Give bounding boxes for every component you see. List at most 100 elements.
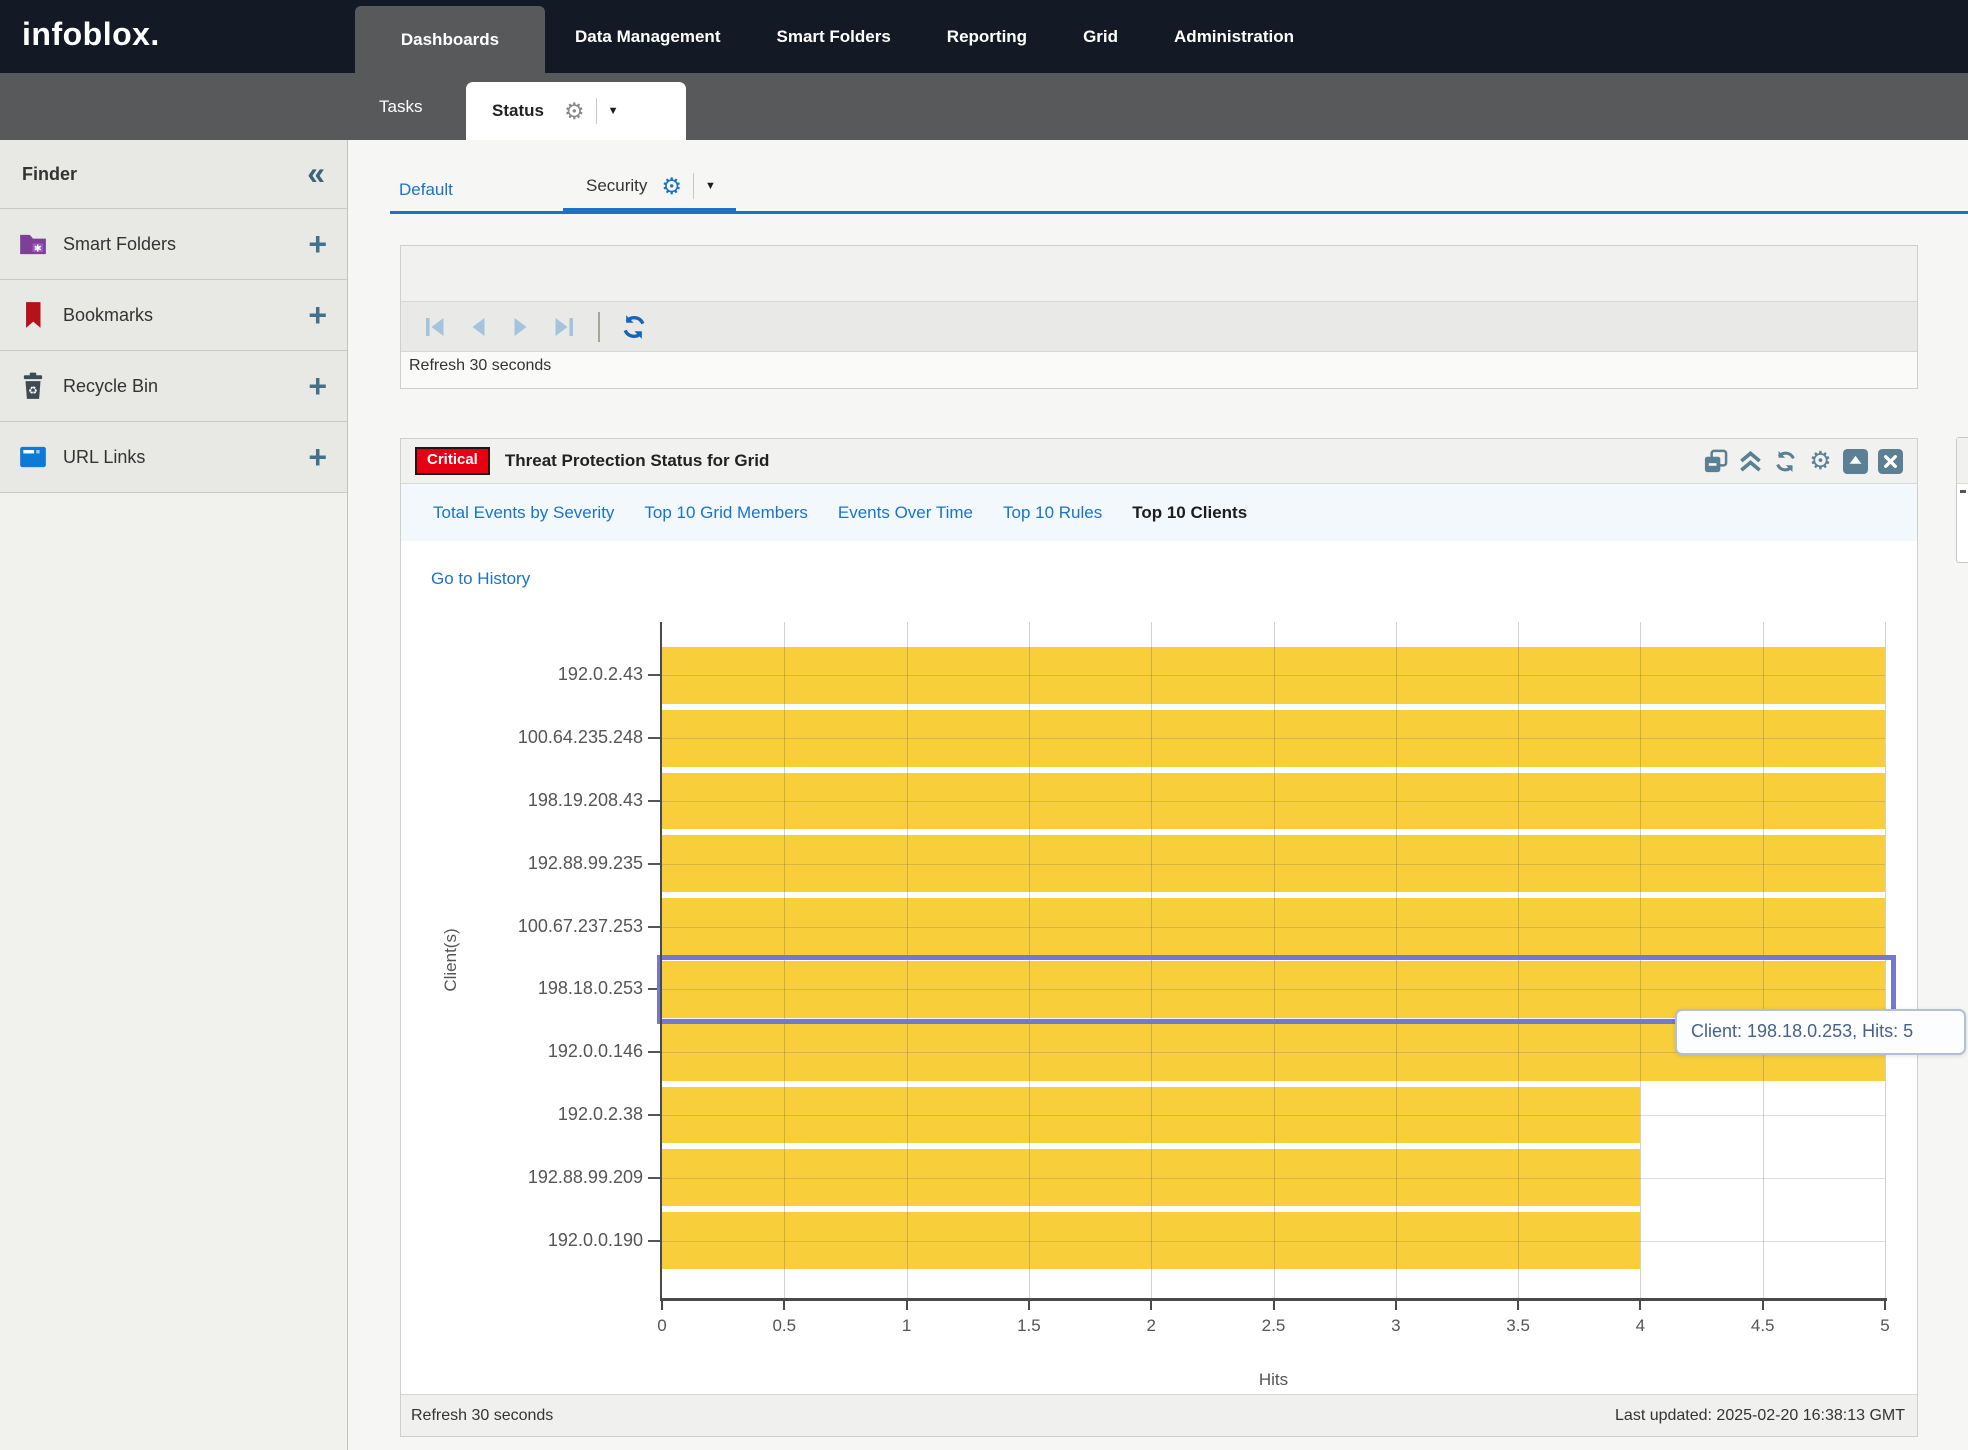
nav-item-smart-folders[interactable]: Smart Folders (776, 26, 891, 46)
widget-tab-top-10-clients[interactable]: Top 10 Clients (1132, 502, 1248, 522)
nav-item-dashboards[interactable]: Dashboards (355, 6, 545, 73)
smart-folders-icon: ✱ (18, 229, 48, 259)
category-label: 192.88.99.209 (527, 1166, 643, 1187)
refresh-widget-icon[interactable] (1773, 449, 1798, 474)
x-tick-label: 5 (1880, 1316, 1890, 1335)
threat-protection-widget: Critical Threat Protection Status for Gr… (400, 438, 1918, 1437)
next-page-icon[interactable] (507, 313, 535, 341)
chevron-down-icon[interactable]: ▼ (607, 105, 619, 117)
last-page-icon[interactable] (550, 313, 578, 341)
collapse-widget-icon[interactable] (1738, 449, 1763, 474)
tab-default[interactable]: Default (399, 180, 453, 199)
x-axis-tick (1150, 1301, 1153, 1310)
x-axis-tick (1761, 1301, 1764, 1310)
x-tick-label: 1.5 (1017, 1316, 1041, 1335)
toolbar-separator (598, 311, 600, 342)
sub-nav-bar: Tasks Status ⚙ ▼ (0, 73, 1968, 140)
tab-tasks[interactable]: Tasks (379, 73, 422, 140)
maximize-icon[interactable] (1843, 448, 1868, 474)
refresh-icon[interactable] (620, 313, 648, 341)
nav-item-grid[interactable]: Grid (1083, 26, 1119, 46)
widget-tab-events-over-time[interactable]: Events Over Time (837, 502, 973, 522)
x-gridline (1640, 622, 1642, 1298)
pagination-toolbar (401, 301, 1917, 352)
y-axis-tick (648, 925, 660, 928)
security-gear-icon[interactable]: ⚙ (661, 172, 683, 199)
collapse-panel-icon[interactable]: « (307, 155, 325, 192)
top-widget-partial: Refresh 30 seconds (400, 245, 1918, 389)
bar-192-0-2-38[interactable] (662, 1086, 1641, 1144)
bar-192-0-0-190[interactable] (662, 1212, 1641, 1269)
category-label: 192.0.0.190 (547, 1229, 643, 1250)
top-10-clients-bar-chart: 0 0.5 1 1.5 2 2.5 3 3.5 4 4.5 5 192.0.2.43 100.64.23… (401, 541, 1917, 1394)
bookmarks-icon (18, 300, 48, 330)
sidebar-item-bookmarks[interactable]: Bookmarks + (0, 280, 347, 351)
previous-page-icon[interactable] (464, 313, 492, 341)
first-page-icon[interactable] (421, 313, 449, 341)
finder-panel: Finder « ✱ Smart Folders + Bookmarks + ♻ Recyc… (0, 140, 348, 1450)
bar-192-0-2-43[interactable] (662, 647, 1885, 704)
widget-header-icons: ⚙ (1703, 446, 1903, 475)
svg-text:✱: ✱ (34, 243, 42, 254)
y-gridline (662, 863, 1885, 865)
bar-192-88-99-235[interactable] (662, 835, 1885, 893)
finder-header: Finder « (0, 140, 347, 209)
separator (693, 173, 695, 199)
tab-security[interactable]: Security ⚙ ▼ (586, 173, 716, 199)
widget-tab-total-events-by-severity[interactable]: Total Events by Severity (433, 502, 615, 522)
top-nav-bar: infoblox. Dashboards Data Management Smar… (0, 0, 1968, 73)
add-url-links-button[interactable]: + (308, 439, 327, 475)
add-smart-folders-button[interactable]: + (308, 226, 327, 262)
go-to-history-link[interactable]: Go to History (431, 569, 531, 588)
bar-198-19-208-43[interactable] (662, 772, 1885, 830)
sidebar-item-recycle-bin[interactable]: ♻ Recycle Bin + (0, 351, 347, 422)
url-links-icon (18, 442, 48, 472)
finder-title: Finder (22, 163, 78, 184)
category-label: 192.0.2.38 (557, 1104, 643, 1124)
y-axis-tick (648, 1051, 660, 1054)
y-axis-tick (648, 800, 660, 802)
tabs-underline (390, 211, 1968, 214)
widget-footer: Refresh 30 seconds Last updated: 2025-02… (401, 1394, 1917, 1436)
y-gridline (662, 1052, 1885, 1054)
adjacent-widget-edge (1956, 437, 1968, 563)
tab-tasks-label: Tasks (379, 96, 423, 116)
tab-status[interactable]: Status ⚙ ▼ (466, 82, 686, 140)
settings-gear-icon[interactable]: ⚙ (1809, 446, 1832, 475)
widget-body: Go to History 0 0.5 1 1.5 2 2.5 3 3.5 4 4.5 5 192.0… (401, 541, 1917, 1394)
y-gridline (662, 675, 1885, 677)
category-label: 100.67.237.253 (517, 915, 643, 936)
x-gridline (1273, 622, 1275, 1298)
y-axis-tick (648, 1114, 660, 1116)
add-recycle-bin-button[interactable]: + (308, 368, 327, 404)
highlighted-bar-outline (657, 955, 1896, 1024)
y-axis-tick (648, 674, 660, 677)
category-label: 192.0.2.43 (557, 664, 643, 685)
nav-item-reporting[interactable]: Reporting (946, 26, 1028, 46)
y-axis-tick (648, 737, 660, 740)
close-icon[interactable] (1878, 448, 1903, 474)
bar-198-18-0-253[interactable] (662, 961, 1885, 1018)
duplicate-icon[interactable] (1703, 449, 1728, 474)
bar-100-67-237-253[interactable] (662, 898, 1885, 955)
tab-security-label: Security (586, 176, 648, 195)
nav-item-administration[interactable]: Administration (1174, 26, 1294, 46)
sidebar-item-url-links[interactable]: URL Links + (0, 422, 347, 493)
sidebar-item-smart-folders[interactable]: ✱ Smart Folders + (0, 209, 347, 280)
add-bookmarks-button[interactable]: + (308, 297, 327, 333)
active-tab-underline (563, 208, 736, 214)
bar-192-88-99-209[interactable] (662, 1149, 1641, 1207)
x-tick-label: 3.5 (1506, 1316, 1530, 1335)
status-gear-icon[interactable]: ⚙ (563, 97, 585, 124)
category-label: 198.19.208.43 (527, 790, 643, 810)
y-axis-tick (648, 988, 660, 991)
x-gridline (1885, 622, 1886, 1298)
sidebar-item-label: Smart Folders (63, 233, 177, 254)
y-gridline (662, 1177, 1885, 1179)
widget-tab-top-10-grid-members[interactable]: Top 10 Grid Members (644, 502, 808, 522)
x-tick-label: 1 (901, 1316, 912, 1335)
nav-item-data-management[interactable]: Data Management (575, 26, 721, 46)
chevron-down-icon[interactable]: ▼ (705, 180, 716, 192)
widget-tab-top-10-rules[interactable]: Top 10 Rules (1002, 502, 1103, 522)
bar-100-64-235-248[interactable] (662, 709, 1885, 767)
